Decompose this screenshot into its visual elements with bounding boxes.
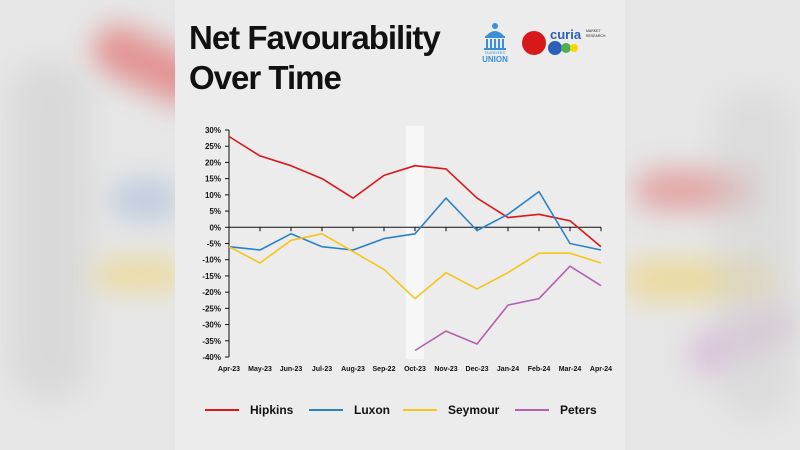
series-line-hipkins bbox=[228, 135, 602, 248]
y-tick-label: -15% bbox=[202, 272, 221, 281]
x-tick-label: Sep-22 bbox=[373, 366, 396, 373]
legend-swatch bbox=[309, 409, 343, 411]
series-line-seymour bbox=[228, 233, 602, 300]
x-tick-label: Apr-24 bbox=[590, 366, 612, 373]
y-tick-label: 0% bbox=[209, 223, 221, 232]
x-tick-label: Mar-24 bbox=[559, 366, 582, 373]
highlight-band bbox=[406, 126, 424, 359]
legend-label: Hipkins bbox=[250, 403, 294, 417]
y-tick-label: -40% bbox=[202, 353, 221, 362]
y-tick-label: -35% bbox=[202, 337, 221, 346]
legend-swatch bbox=[205, 409, 239, 411]
curia-logo: curia MARKET RESEARCH bbox=[522, 27, 606, 55]
chart-title-line-2: Over Time bbox=[189, 59, 342, 96]
blurred-background-left bbox=[0, 0, 175, 450]
x-tick-label: Oct-23 bbox=[404, 366, 426, 373]
series-line-peters bbox=[414, 265, 602, 352]
x-tick-label: Aug-23 bbox=[341, 366, 365, 373]
x-tick-label: Jan-24 bbox=[497, 366, 519, 373]
chart-card: Net Favourability Over Time TAXPAYERS' U… bbox=[175, 0, 625, 450]
x-tick-label: May-23 bbox=[248, 366, 272, 373]
y-tick-label: 15% bbox=[205, 175, 221, 184]
y-tick-label: 30% bbox=[205, 126, 221, 135]
legend-item-luxon: Luxon bbox=[309, 400, 390, 420]
y-tick-label: 25% bbox=[205, 142, 221, 151]
curia-logo-name: curia bbox=[550, 27, 582, 42]
taxpayers-union-logo-small-text: TAXPAYERS' bbox=[485, 51, 506, 55]
y-tick-label: -20% bbox=[202, 288, 221, 297]
series-line-luxon bbox=[228, 190, 602, 251]
y-tick-label: 5% bbox=[209, 207, 221, 216]
curia-logo-small-text-2: RESEARCH bbox=[586, 34, 606, 38]
y-tick-label: -10% bbox=[202, 256, 221, 265]
x-tick-label: Feb-24 bbox=[528, 366, 551, 373]
y-tick-label: -30% bbox=[202, 321, 221, 330]
legend-swatch bbox=[403, 409, 437, 411]
chart-title-line-1: Net Favourability bbox=[189, 19, 441, 56]
legend-item-peters: Peters bbox=[515, 400, 597, 420]
x-tick-label: Jun-23 bbox=[280, 366, 303, 373]
chart-legend: Hipkins Luxon Seymour Peters bbox=[175, 400, 625, 420]
legend-item-hipkins: Hipkins bbox=[205, 400, 293, 420]
y-tick-label: 20% bbox=[205, 158, 221, 167]
x-tick-label: Dec-23 bbox=[466, 366, 489, 373]
taxpayers-union-logo-big-text: UNION bbox=[482, 55, 508, 64]
chart-title: Net Favourability Over Time bbox=[189, 18, 469, 98]
line-chart: 30% 25% 20% 15% 10% 5% 0% -5% -10% -15% -20% -25% -3… bbox=[202, 126, 612, 373]
legend-label: Peters bbox=[560, 403, 597, 417]
curia-logo-small-text-1: MARKET bbox=[586, 29, 601, 33]
legend-label: Luxon bbox=[354, 403, 390, 417]
legend-item-seymour: Seymour bbox=[403, 400, 499, 420]
x-tick-label: Jul-23 bbox=[312, 366, 332, 373]
x-tick-label: Apr-23 bbox=[218, 366, 240, 373]
legend-label: Seymour bbox=[448, 403, 500, 417]
y-tick-label: -25% bbox=[202, 304, 221, 313]
y-tick-label: 10% bbox=[205, 191, 221, 200]
taxpayers-union-logo: TAXPAYERS' UNION bbox=[482, 23, 508, 64]
x-tick-label: Nov-23 bbox=[434, 366, 457, 373]
blurred-background-right bbox=[625, 0, 800, 450]
legend-swatch bbox=[515, 409, 549, 411]
y-tick-label: -5% bbox=[207, 240, 221, 249]
